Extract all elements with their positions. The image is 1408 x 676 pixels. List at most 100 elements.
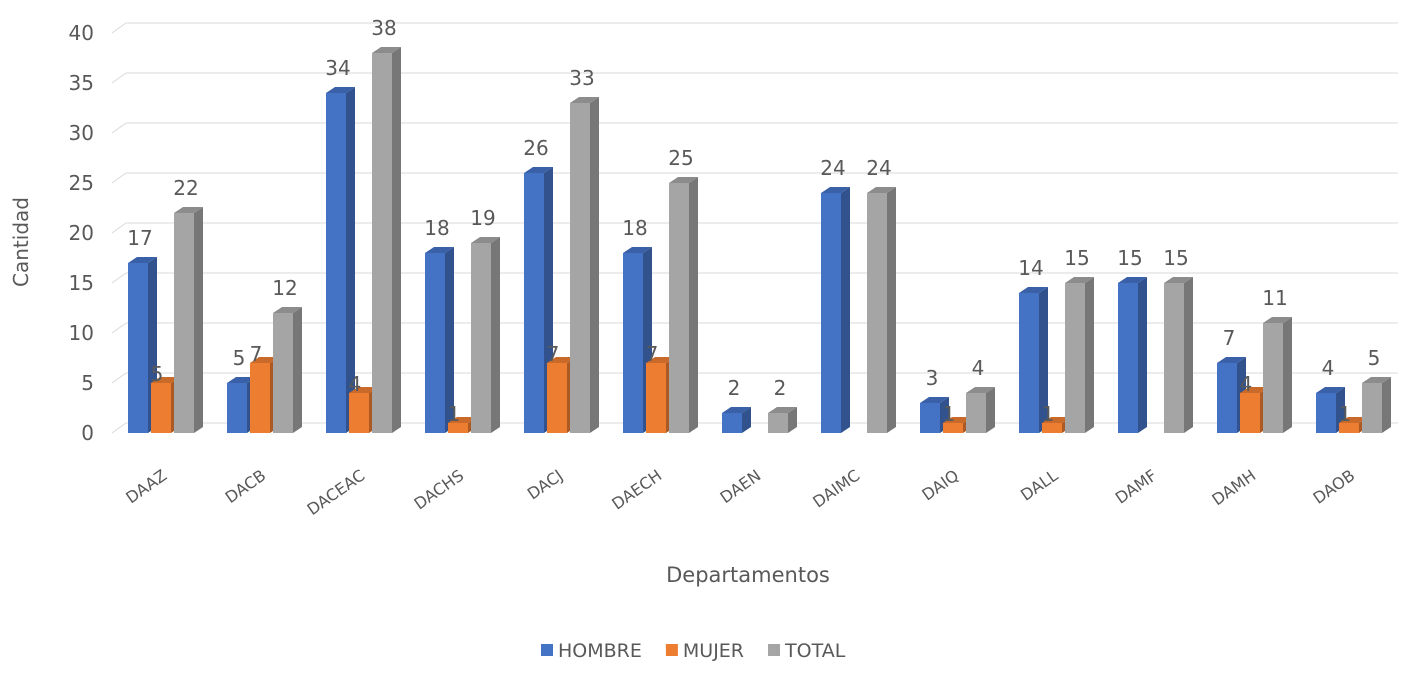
bar-front — [273, 313, 293, 433]
bar-total-daceac — [372, 47, 401, 433]
bar-total-dacj — [570, 97, 599, 433]
bar-front — [1019, 293, 1039, 433]
bar-front — [250, 363, 270, 433]
bar-top — [920, 397, 949, 403]
bar-side — [742, 407, 751, 433]
y-tick-label: 10 — [69, 321, 94, 345]
data-label-mujer: 4 — [1240, 372, 1253, 396]
bar-top — [1362, 377, 1391, 383]
bar-front — [471, 243, 491, 433]
bar-front — [1263, 323, 1283, 433]
bar-side — [1138, 277, 1147, 433]
bar-hombre-damh — [1217, 357, 1246, 433]
data-label-total: 38 — [371, 16, 396, 40]
bar-top — [669, 177, 698, 183]
bar-top — [1065, 277, 1094, 283]
data-label-hombre: 26 — [523, 136, 548, 160]
data-label-mujer: 1 — [448, 402, 461, 426]
y-tick-label: 40 — [69, 21, 94, 45]
data-label-total: 33 — [569, 66, 594, 90]
bar-top — [273, 307, 302, 313]
bar-hombre-daiq — [920, 397, 949, 433]
bar-front — [1240, 393, 1260, 433]
bar-top — [547, 357, 576, 363]
bars — [128, 47, 1391, 433]
bar-total-daaz — [174, 207, 203, 433]
bar-top — [250, 357, 279, 363]
bar-top — [1217, 357, 1246, 363]
bar-side — [392, 47, 401, 433]
data-label-mujer: 1 — [1339, 402, 1352, 426]
data-label-mujer: 4 — [349, 372, 362, 396]
data-label-total: 12 — [272, 276, 297, 300]
bar-top — [867, 187, 896, 193]
gridline-side — [111, 422, 127, 434]
gridline-side — [111, 122, 127, 134]
bar-front — [1217, 363, 1237, 433]
bar-top — [524, 167, 553, 173]
data-label-hombre: 18 — [622, 216, 647, 240]
bar-hombre-daaz — [128, 257, 157, 433]
bar-top — [1042, 417, 1071, 423]
legend-swatch — [665, 644, 678, 656]
data-label-total: 5 — [1368, 346, 1381, 370]
gridline-side — [111, 322, 127, 334]
data-label-hombre: 24 — [820, 156, 845, 180]
bar-side — [1039, 287, 1048, 433]
bar-front — [524, 173, 544, 433]
x-tick-label: DACHS — [410, 466, 467, 514]
bar-hombre-damf — [1118, 277, 1147, 433]
legend: HOMBRE MUJER TOTAL — [541, 640, 846, 662]
bar-top — [966, 387, 995, 393]
bar-top — [349, 387, 378, 393]
bar-total-daimc — [867, 187, 896, 433]
bar-side — [194, 207, 203, 433]
bar-top — [821, 187, 850, 193]
data-label-mujer: 7 — [646, 342, 659, 366]
bar-hombre-daen — [722, 407, 751, 433]
y-tick-label: 35 — [69, 71, 94, 95]
y-tick-label: 5 — [81, 371, 94, 395]
data-label-hombre: 2 — [728, 376, 741, 400]
bar-side — [293, 307, 302, 433]
bar-top — [128, 257, 157, 263]
bar-front — [966, 393, 986, 433]
bar-total-damf — [1164, 277, 1193, 433]
data-label-hombre: 18 — [424, 216, 449, 240]
data-label-hombre: 5 — [233, 346, 246, 370]
legend-label: TOTAL — [784, 640, 846, 662]
bar-top — [722, 407, 751, 413]
bar-front — [623, 253, 643, 433]
bar-top — [227, 377, 256, 383]
bar-side — [1382, 377, 1391, 433]
x-tick-label: DAOB — [1309, 466, 1358, 508]
y-tick-label: 20 — [69, 221, 94, 245]
gridline-side — [111, 222, 127, 234]
bar-top — [326, 87, 355, 93]
bar-hombre-dachs — [425, 247, 454, 433]
bar-hombre-daceac — [326, 87, 355, 433]
bar-total-daen — [768, 407, 797, 433]
x-tick-label: DAECH — [608, 466, 665, 514]
data-label-mujer: 1 — [1042, 402, 1055, 426]
data-label-total: 11 — [1262, 286, 1287, 310]
bar-front — [151, 383, 171, 433]
data-label-total: 2 — [774, 376, 787, 400]
bar-front — [768, 413, 788, 433]
data-label-hombre: 17 — [127, 226, 152, 250]
gridline-side — [111, 372, 127, 384]
legend-swatch — [541, 644, 553, 656]
bar-total-damh — [1263, 317, 1292, 433]
data-label-hombre: 3 — [926, 366, 939, 390]
gridlines — [111, 22, 1398, 434]
bar-top — [943, 417, 972, 423]
bar-side — [590, 97, 599, 433]
bar-hombre-dacj — [524, 167, 553, 433]
bar-top — [151, 377, 180, 383]
bar-top — [1019, 287, 1048, 293]
data-label-hombre: 34 — [325, 56, 350, 80]
data-label-mujer: 7 — [250, 342, 263, 366]
x-axis-ticks: DAAZ DACB DACEAC DACHS DACJ DAECH DAEN DAIMC DAI… — [122, 466, 1358, 519]
